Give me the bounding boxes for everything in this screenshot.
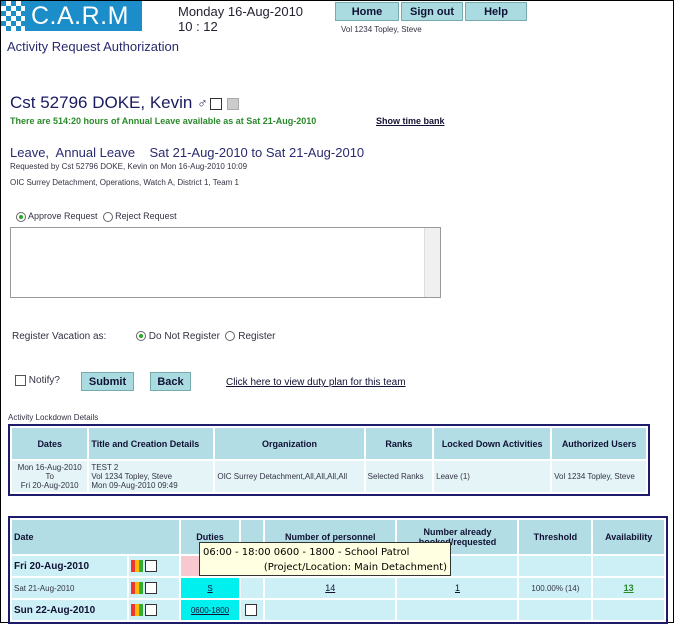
col-threshold: Threshold [519, 520, 592, 555]
home-button[interactable]: Home [335, 2, 399, 21]
col-date: Date [12, 520, 179, 555]
personnel-cell: 14 [265, 578, 396, 599]
logged-in-user: Vol 1234 Topley, Steve [341, 25, 422, 34]
icons-cell [129, 556, 179, 577]
request-summary: Leave, Annual Leave Sat 21-Aug-2010 to S… [10, 145, 365, 160]
duty-link[interactable]: 0600-1800 [190, 606, 230, 616]
booked-cell: 1 [397, 578, 518, 599]
notes-icon[interactable] [145, 604, 157, 617]
duty-tooltip: 06:00 - 18:00 0600 - 1800 - School Patro… [199, 542, 451, 576]
col-activities: Locked Down Activities [434, 428, 551, 459]
duty-notes-cell [241, 600, 263, 620]
booked-link[interactable]: 1 [454, 583, 460, 594]
bar-chart-icon[interactable] [131, 560, 143, 573]
title-cell: TEST 2 Vol 1234 Topley, Steve Mon 09-Aug-2… [89, 461, 214, 492]
lockdown-caption: Activity Lockdown Details [8, 413, 99, 422]
approve-radio[interactable] [16, 211, 26, 222]
page-title: Activity Request Authorization [7, 39, 179, 54]
notes-icon[interactable] [145, 560, 157, 573]
date-cell: Sat 21-Aug-2010 [12, 578, 127, 599]
availability-link[interactable]: 13 [623, 583, 634, 594]
threshold-cell [519, 600, 592, 620]
comment-textarea[interactable] [10, 227, 441, 298]
leave-balance: There are 514:20 hours of Annual Leave a… [10, 116, 317, 126]
personnel-cell [265, 600, 396, 620]
col-organization: Organization [215, 428, 364, 459]
col-ranks: Ranks [365, 428, 433, 459]
request-organization: OIC Surrey Detachment, Operations, Watch… [10, 178, 239, 187]
date-cell: Sun 22-Aug-2010 [12, 600, 127, 620]
activities-cell: Leave (1) [434, 461, 551, 492]
reject-label: Reject Request [115, 211, 177, 221]
requested-by: Requested by Cst 52796 DOKE, Kevin on Mo… [10, 162, 248, 171]
decision-radios: Approve Request Reject Request [16, 211, 177, 222]
bar-chart-icon[interactable] [131, 582, 143, 595]
employee-name: Cst 52796 DOKE, Kevin ♂ [10, 93, 239, 113]
duty-cell: S [181, 578, 239, 599]
lockdown-table: Dates Title and Creation Details Organiz… [8, 424, 650, 496]
photo-icon[interactable] [226, 97, 239, 110]
ranks-cell: Selected Ranks [365, 461, 433, 492]
availability-cell [593, 600, 664, 620]
col-dates: Dates [12, 428, 88, 459]
current-datetime: Monday 16-Aug-2010 10 : 12 [178, 4, 304, 34]
bar-chart-icon[interactable] [131, 604, 143, 617]
carm-logo: C.A.R.M [1, 1, 142, 31]
date-cell: Fri 20-Aug-2010 [12, 556, 127, 577]
reject-radio[interactable] [102, 211, 113, 222]
duty-plan-link[interactable]: Click here to view duty plan for this te… [226, 377, 406, 388]
availability-cell: 13 [593, 578, 664, 599]
register-vacation-label: Register Vacation as: [12, 331, 107, 342]
col-title: Title and Creation Details [89, 428, 214, 459]
show-time-bank-link[interactable]: Show time bank [376, 116, 445, 126]
duty-cell: 0600-1800 [181, 600, 239, 620]
approve-label: Approve Request [28, 211, 98, 221]
register-radio[interactable] [225, 331, 236, 342]
icons-cell [129, 578, 179, 599]
register-label: Register [238, 331, 276, 342]
col-users: Authorized Users [552, 428, 646, 459]
threshold-cell: 100.00% (14) [519, 578, 592, 599]
scrollbar[interactable] [424, 228, 440, 297]
notify-control: Notify? [15, 375, 60, 386]
organization-cell: OIC Surrey Detachment,All,All,All,All [215, 461, 364, 492]
duty-notes-cell [241, 578, 263, 599]
notes-icon[interactable] [245, 604, 257, 617]
notify-checkbox[interactable] [15, 375, 26, 386]
back-button[interactable]: Back [150, 372, 191, 391]
submit-button[interactable]: Submit [81, 372, 134, 391]
dates-cell: Mon 16-Aug-2010 To Fri 20-Aug-2010 [12, 461, 88, 492]
col-availability: Availability [593, 520, 664, 555]
do-not-register-label: Do Not Register [148, 331, 220, 342]
male-icon: ♂ [197, 95, 208, 111]
help-button[interactable]: Help [465, 2, 527, 21]
table-row: Sat 21-Aug-2010 S 14 1 100.00% (14) 13 [12, 578, 664, 599]
notes-icon[interactable] [145, 582, 157, 595]
do-not-register-radio[interactable] [136, 331, 146, 342]
users-cell: Vol 1234 Topley, Steve [552, 461, 646, 492]
personnel-link[interactable]: 14 [325, 583, 336, 594]
availability-cell [593, 556, 664, 577]
sign-out-button[interactable]: Sign out [401, 2, 463, 21]
icons-cell [129, 600, 179, 620]
vacation-radios: Do Not Register Register [136, 331, 276, 342]
threshold-cell [519, 556, 592, 577]
notes-icon[interactable] [209, 97, 222, 110]
notify-label: Notify? [28, 375, 60, 387]
duty-link[interactable]: S [207, 584, 213, 594]
table-row: Sun 22-Aug-2010 0600-1800 [12, 600, 664, 620]
booked-cell [397, 600, 518, 620]
